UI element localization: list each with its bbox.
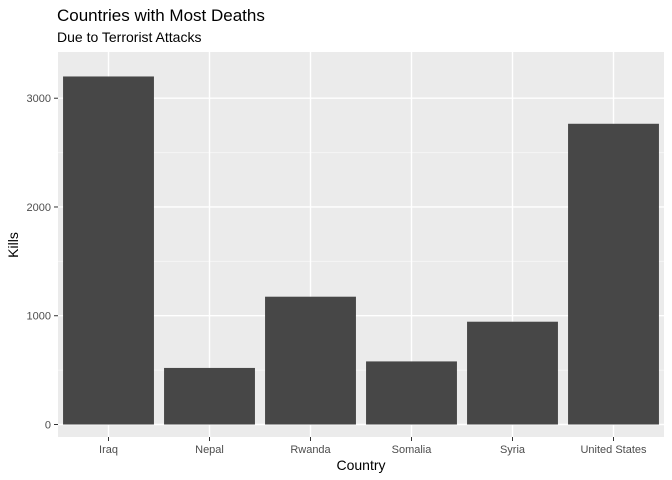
bar-rwanda [265,296,356,425]
y-axis: 0 1000 2000 3000 [27,93,58,431]
bar-nepal [164,367,255,425]
chart-subtitle: Due to Terrorist Attacks [57,29,201,45]
bars [63,76,659,425]
bar-somalia [366,361,457,425]
bar-united-states [568,123,659,425]
y-axis-title: Kills [5,232,21,258]
x-tick-label: United States [580,444,647,456]
x-tick-label: Somalia [392,444,433,456]
chart-title: Countries with Most Deaths [57,6,265,25]
x-tick-label: Syria [500,444,526,456]
x-tick-label: Iraq [99,444,118,456]
x-axis: Iraq Nepal Rwanda Somalia Syria United States [99,437,647,456]
x-tick-label: Rwanda [290,444,331,456]
x-tick-label: Nepal [195,444,224,456]
y-tick-label: 3000 [27,93,51,105]
x-axis-title: Country [336,457,385,473]
minor-gridlines [58,152,664,371]
bar-iraq [63,76,154,425]
y-tick-label: 2000 [27,202,51,214]
plot-panel [58,52,664,437]
y-tick-label: 0 [45,419,51,431]
bar-syria [467,321,558,425]
y-tick-label: 1000 [27,311,51,323]
